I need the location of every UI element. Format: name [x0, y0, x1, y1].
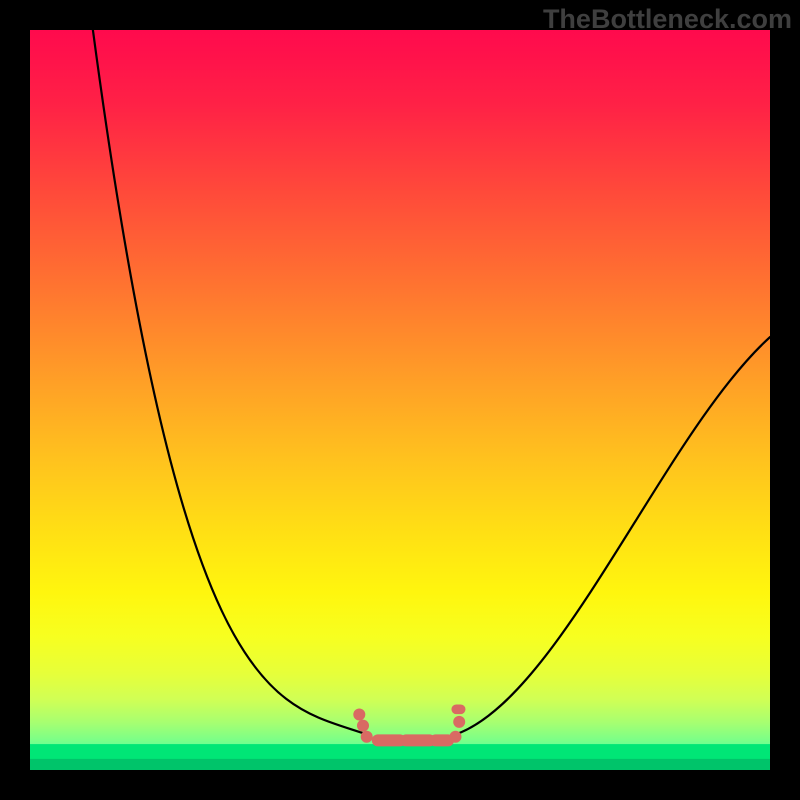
- marker-dot: [453, 716, 465, 728]
- marker-dot: [353, 709, 365, 721]
- green-band-deep: [30, 759, 770, 770]
- marker-dot: [450, 731, 462, 743]
- marker-dot: [361, 731, 373, 743]
- plot-area-gradient: [30, 30, 770, 770]
- chart-root: TheBottleneck.com: [0, 0, 800, 800]
- chart-svg: [0, 0, 800, 800]
- watermark-text: TheBottleneck.com: [543, 4, 792, 35]
- marker-dot: [357, 720, 369, 732]
